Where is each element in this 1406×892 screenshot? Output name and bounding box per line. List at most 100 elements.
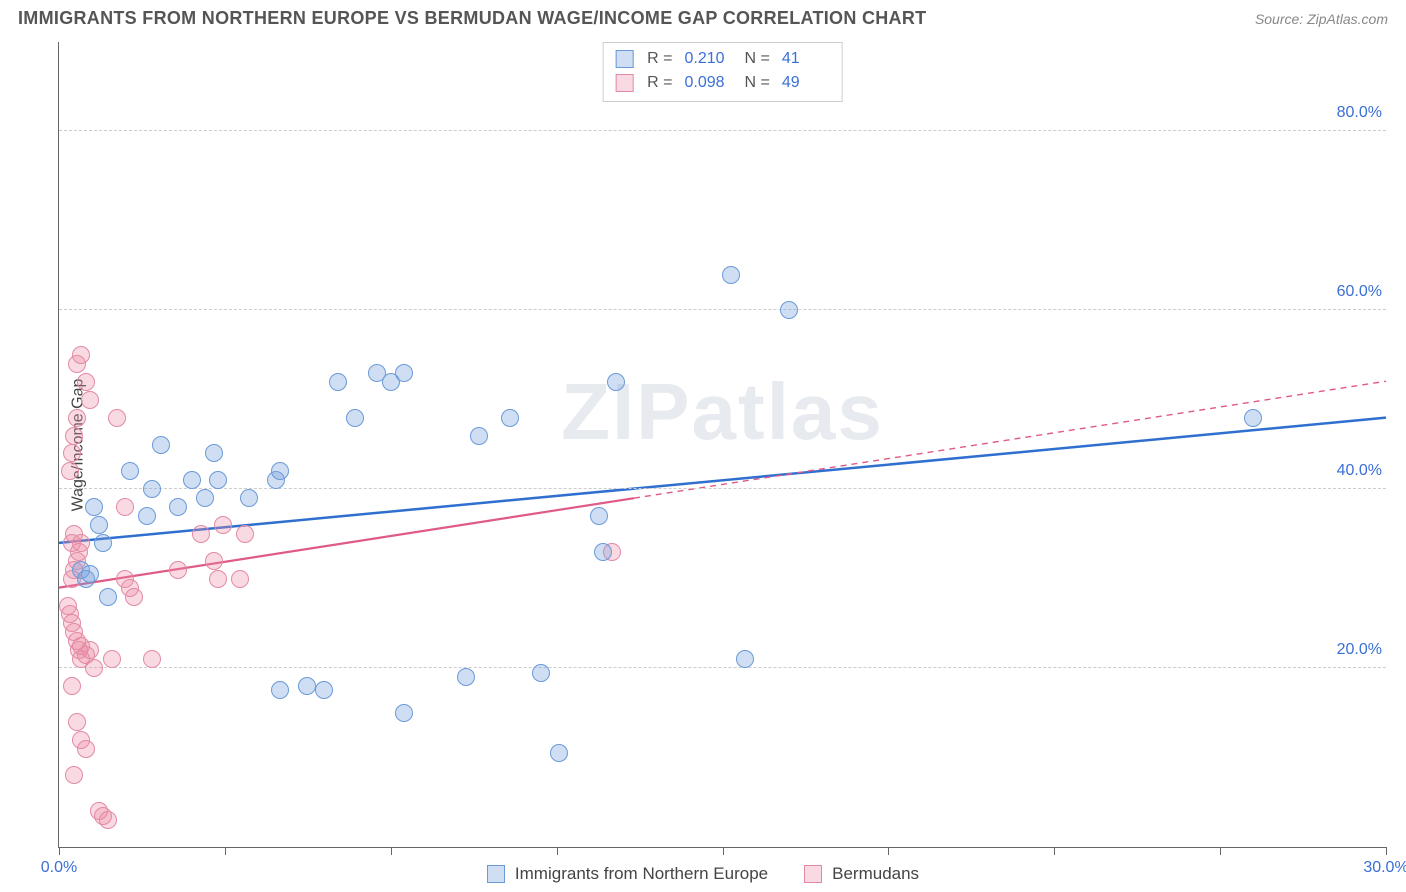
stats-row-series1: R = 0.210 N = 41 xyxy=(615,47,830,71)
data-point xyxy=(780,301,798,319)
data-point xyxy=(138,507,156,525)
legend-swatch-series1 xyxy=(487,865,505,883)
data-point xyxy=(183,471,201,489)
gridline xyxy=(59,130,1386,131)
data-point xyxy=(550,744,568,762)
data-point xyxy=(329,373,347,391)
data-point xyxy=(94,534,112,552)
data-point xyxy=(143,650,161,668)
trend-lines-layer xyxy=(59,42,1386,847)
legend-label-series1: Immigrants from Northern Europe xyxy=(515,864,768,884)
stat-r-value-1: 0.210 xyxy=(685,47,733,71)
data-point xyxy=(108,409,126,427)
legend-label-series2: Bermudans xyxy=(832,864,919,884)
y-tick-label: 60.0% xyxy=(1337,283,1382,301)
data-point xyxy=(395,704,413,722)
data-point xyxy=(470,427,488,445)
x-tick xyxy=(723,847,724,855)
data-point xyxy=(395,364,413,382)
data-point xyxy=(65,766,83,784)
data-point xyxy=(231,570,249,588)
x-tick xyxy=(557,847,558,855)
swatch-series2 xyxy=(615,74,633,92)
data-point xyxy=(81,565,99,583)
data-point xyxy=(722,266,740,284)
data-point xyxy=(240,489,258,507)
x-tick xyxy=(225,847,226,855)
data-point xyxy=(68,713,86,731)
data-point xyxy=(205,552,223,570)
data-point xyxy=(196,489,214,507)
trend-line xyxy=(59,418,1386,543)
stat-n-label: N = xyxy=(745,47,770,71)
data-point xyxy=(607,373,625,391)
data-point xyxy=(81,641,99,659)
data-point xyxy=(116,498,134,516)
data-point xyxy=(61,462,79,480)
x-tick xyxy=(1220,847,1221,855)
data-point xyxy=(72,346,90,364)
data-point xyxy=(121,462,139,480)
data-point xyxy=(236,525,254,543)
plot-area: ZIPatlas R = 0.210 N = 41 R = 0.098 N = … xyxy=(58,42,1386,848)
data-point xyxy=(315,681,333,699)
data-point xyxy=(532,664,550,682)
data-point xyxy=(594,543,612,561)
data-point xyxy=(90,516,108,534)
chart-area: Wage/Income Gap ZIPatlas R = 0.210 N = 4… xyxy=(18,40,1388,850)
stats-legend-box: R = 0.210 N = 41 R = 0.098 N = 49 xyxy=(602,42,843,102)
gridline xyxy=(59,488,1386,489)
data-point xyxy=(209,471,227,489)
data-point xyxy=(77,740,95,758)
legend-item-series2: Bermudans xyxy=(804,864,919,884)
x-tick xyxy=(888,847,889,855)
data-point xyxy=(205,444,223,462)
data-point xyxy=(590,507,608,525)
data-point xyxy=(169,561,187,579)
data-point xyxy=(298,677,316,695)
data-point xyxy=(77,373,95,391)
data-point xyxy=(72,534,90,552)
legend-swatch-series2 xyxy=(804,865,822,883)
data-point xyxy=(192,525,210,543)
chart-header: IMMIGRANTS FROM NORTHERN EUROPE VS BERMU… xyxy=(0,0,1406,33)
data-point xyxy=(346,409,364,427)
data-point xyxy=(152,436,170,454)
data-point xyxy=(143,480,161,498)
stats-row-series2: R = 0.098 N = 49 xyxy=(615,71,830,95)
data-point xyxy=(169,498,187,516)
data-point xyxy=(1244,409,1262,427)
x-tick xyxy=(391,847,392,855)
data-point xyxy=(103,650,121,668)
stat-n-value-1: 41 xyxy=(782,47,830,71)
data-point xyxy=(736,650,754,668)
data-point xyxy=(68,409,86,427)
legend-item-series1: Immigrants from Northern Europe xyxy=(487,864,768,884)
data-point xyxy=(501,409,519,427)
data-point xyxy=(125,588,143,606)
y-tick-label: 40.0% xyxy=(1337,462,1382,480)
gridline xyxy=(59,309,1386,310)
swatch-series1 xyxy=(615,50,633,68)
data-point xyxy=(81,391,99,409)
data-point xyxy=(99,588,117,606)
data-point xyxy=(457,668,475,686)
x-tick xyxy=(59,847,60,855)
chart-source: Source: ZipAtlas.com xyxy=(1255,11,1388,27)
data-point xyxy=(99,811,117,829)
trend-line xyxy=(634,381,1386,498)
y-tick-label: 20.0% xyxy=(1337,641,1382,659)
stat-r-label: R = xyxy=(647,47,672,71)
data-point xyxy=(63,677,81,695)
data-point xyxy=(209,570,227,588)
x-tick xyxy=(1386,847,1387,855)
chart-title: IMMIGRANTS FROM NORTHERN EUROPE VS BERMU… xyxy=(18,8,926,29)
data-point xyxy=(85,498,103,516)
data-point xyxy=(63,444,81,462)
y-tick-label: 80.0% xyxy=(1337,104,1382,122)
x-tick xyxy=(1054,847,1055,855)
stat-n-value-2: 49 xyxy=(782,71,830,95)
gridline xyxy=(59,667,1386,668)
bottom-legend: Immigrants from Northern Europe Bermudan… xyxy=(0,864,1406,884)
stat-r-value-2: 0.098 xyxy=(685,71,733,95)
